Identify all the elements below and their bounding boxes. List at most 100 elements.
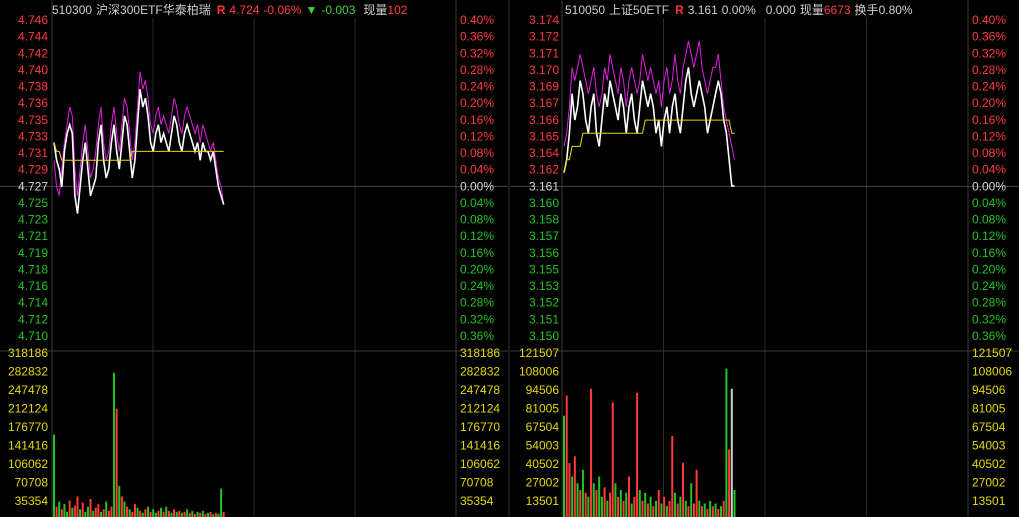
volume-bar	[173, 509, 176, 517]
volume-bar	[58, 501, 61, 517]
pct-tick-label: 0.20%	[460, 96, 494, 110]
price-tick-label: 3.174	[529, 13, 559, 27]
volume-bar	[579, 490, 582, 517]
volume-bar	[600, 496, 603, 517]
volume-bar	[175, 511, 178, 517]
volume-bar	[118, 486, 121, 517]
volume-bar	[671, 436, 674, 517]
volume-tick-label-left: 94506	[526, 383, 560, 397]
pct-tick-label: 0.28%	[460, 296, 494, 310]
volume-bar	[94, 507, 97, 517]
volume-tick-label-left: 35354	[15, 494, 49, 508]
price-tick-label: 4.740	[18, 63, 48, 77]
price-tick-label: 4.716	[18, 279, 48, 293]
volume-bar	[709, 500, 712, 517]
ratio-line	[53, 71, 225, 205]
volume-bar	[627, 476, 630, 517]
volume-bar	[149, 511, 152, 517]
volume-bar	[196, 511, 199, 517]
pct-tick-label: 0.16%	[460, 113, 494, 127]
volume-bar	[622, 500, 625, 517]
volume-bar	[146, 506, 149, 517]
volume-bar	[590, 388, 593, 517]
pct-tick-label: 0.40%	[972, 13, 1006, 27]
volume-bar	[102, 509, 105, 517]
volume-bar	[86, 506, 89, 517]
pct-tick-label: 0.32%	[460, 312, 494, 326]
volume-tick-label-left: 212124	[8, 402, 48, 416]
price-tick-label: 4.727	[18, 179, 48, 193]
volume-bar	[563, 415, 565, 517]
volume-bar	[183, 511, 186, 517]
pct-tick-label: 0.24%	[460, 80, 494, 94]
volume-bar	[220, 488, 223, 517]
volume-bar	[113, 372, 116, 517]
volume-bar	[706, 508, 709, 517]
volume-bar	[717, 508, 720, 517]
volume-bar	[199, 512, 202, 517]
volume-tick-label-right: 67504	[972, 420, 1006, 434]
volume-bar	[180, 512, 183, 517]
pct-tick-label: 0.40%	[460, 13, 494, 27]
pct-tick-label: 0.32%	[972, 46, 1006, 60]
price-tick-label: 3.161	[529, 179, 559, 193]
pct-tick-label: 0.16%	[460, 246, 494, 260]
pct-tick-label: 0.04%	[972, 163, 1006, 177]
turnover-value: 0.80%	[878, 3, 913, 17]
volume-bar	[660, 503, 663, 517]
volume-bar	[722, 500, 725, 517]
volume-bar	[191, 510, 194, 517]
volume-bar	[131, 511, 134, 517]
volume-tick-label-right: 318186	[460, 346, 500, 360]
price-tick-label: 3.164	[529, 146, 559, 160]
stock-name: 沪深300ETF华泰柏瑞	[96, 3, 211, 17]
price-tick-label: 3.151	[529, 312, 559, 326]
volume-bar	[157, 510, 160, 517]
volume-bar	[167, 510, 170, 517]
price-tick-label: 3.172	[529, 30, 559, 44]
volume-bar	[644, 492, 647, 517]
pct-tick-label: 0.12%	[460, 229, 494, 243]
turnover-label: 换手	[854, 3, 879, 17]
volume-bar	[68, 500, 71, 517]
volume-bar	[714, 503, 717, 517]
price-tick-label: 4.721	[18, 229, 48, 243]
pct-tick-label: 0.20%	[972, 262, 1006, 276]
price-tick-label: 4.746	[18, 13, 48, 27]
price-tick-label: 4.744	[18, 30, 48, 44]
price-tick-label: 4.718	[18, 262, 48, 276]
volume-bar	[123, 501, 126, 517]
volume-tick-label-right: 282832	[460, 365, 500, 379]
stock-code: 510050	[565, 3, 606, 17]
volume-bar	[733, 490, 736, 517]
volume-bar	[617, 496, 620, 517]
volume-bar	[641, 500, 644, 517]
panel-separator	[508, 0, 510, 517]
volume-bar	[170, 512, 173, 517]
price-tick-label: 3.166	[529, 113, 559, 127]
volume-bar	[673, 492, 676, 517]
volume-bar	[120, 496, 123, 517]
volume-tick-label-left: 13501	[526, 494, 560, 508]
volume-bar	[676, 503, 679, 517]
volume-bar	[684, 500, 687, 517]
volume-bar	[162, 511, 165, 517]
volume-tick-label-right: 40502	[972, 457, 1006, 471]
volume-tick-label-left: 40502	[526, 457, 560, 471]
intraday-chart[interactable]: 4.746 4.744 4.742 4.740 4.738 4.736 4.735 4.733…	[0, 0, 508, 517]
volume-bar	[79, 509, 82, 517]
volume-bar	[728, 449, 731, 517]
average-price-line	[53, 142, 224, 161]
pct-tick-label: 0.36%	[460, 329, 494, 343]
price-tick-label: 3.169	[529, 80, 559, 94]
volume-label: 现量	[363, 3, 388, 17]
pct-tick-label: 0.04%	[972, 196, 1006, 210]
pct-tick-label: 0.12%	[972, 229, 1006, 243]
intraday-chart[interactable]: 3.174 3.172 3.171 3.170 3.169 3.167 3.166 3.165…	[510, 0, 1019, 517]
volume-bar	[571, 476, 574, 517]
pct-tick-label: 0.32%	[460, 46, 494, 60]
volume-bar	[692, 503, 695, 517]
pct-tick-label: 0.12%	[460, 129, 494, 143]
price-tick-label: 3.165	[529, 129, 559, 143]
volume-bar	[649, 496, 652, 517]
